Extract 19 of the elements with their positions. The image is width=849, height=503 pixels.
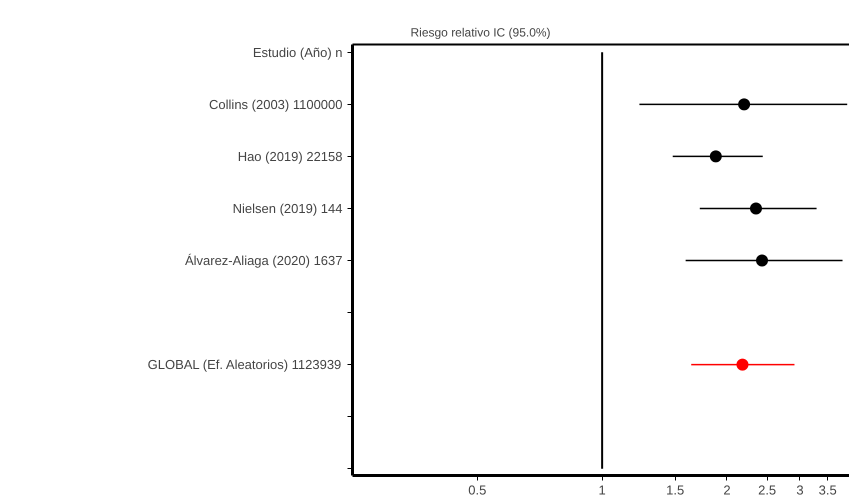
chart-title: Riesgo relativo IC (95.0%) bbox=[410, 26, 551, 40]
x-tick-label: 2.5 bbox=[758, 482, 776, 498]
y-tick-label: Collins (2003) 1100000 bbox=[209, 96, 343, 112]
y-tick-label: GLOBAL (Ef. Aleatorios) 1123939 bbox=[148, 357, 342, 372]
x-tick-label: 3.5 bbox=[818, 482, 837, 498]
y-tick-label: Nielsen (2019) 144 bbox=[232, 200, 343, 216]
x-tick-label: 1 bbox=[598, 482, 606, 498]
x-tick-label: 0.5 bbox=[468, 482, 486, 498]
point bbox=[756, 254, 768, 267]
point bbox=[710, 150, 722, 162]
point bbox=[738, 98, 750, 110]
x-tick-label: 3 bbox=[796, 482, 804, 498]
y-tick-label: Estudio (Año) n bbox=[252, 44, 343, 60]
y-tick-label: Hao (2019) 22158 bbox=[238, 148, 343, 164]
point bbox=[736, 358, 748, 371]
x-tick-label: 2 bbox=[723, 482, 731, 498]
point bbox=[750, 202, 762, 214]
x-tick-label: 1.5 bbox=[666, 482, 684, 498]
y-tick-label: Álvarez-Aliaga (2020) 1637 bbox=[184, 253, 343, 268]
